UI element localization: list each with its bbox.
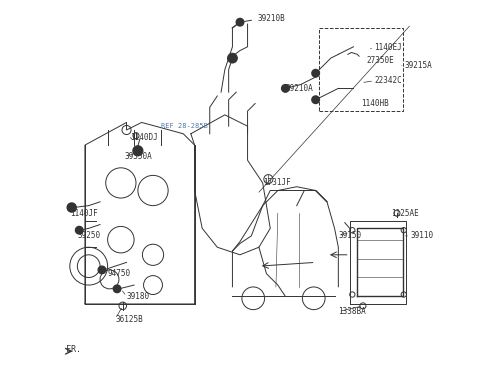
Text: 1731JF: 1731JF	[263, 178, 290, 187]
Circle shape	[236, 18, 244, 26]
Text: 39210A: 39210A	[286, 84, 313, 93]
Text: 39250: 39250	[77, 231, 100, 240]
Text: 39180: 39180	[127, 292, 150, 301]
Text: 39350A: 39350A	[125, 152, 152, 161]
Text: 39110: 39110	[410, 231, 433, 240]
Circle shape	[282, 85, 289, 92]
Text: 1140JF: 1140JF	[70, 209, 97, 218]
Text: 1338BA: 1338BA	[338, 307, 366, 316]
Text: 1140DJ: 1140DJ	[130, 133, 158, 142]
Circle shape	[133, 146, 143, 156]
Text: 1140EJ: 1140EJ	[374, 43, 402, 52]
Text: 1140HB: 1140HB	[361, 99, 389, 108]
Circle shape	[98, 266, 106, 274]
Text: 94750: 94750	[108, 269, 131, 278]
Text: FR.: FR.	[66, 345, 81, 354]
Text: 36125B: 36125B	[115, 315, 143, 323]
Text: 27350E: 27350E	[367, 56, 395, 64]
Circle shape	[67, 203, 76, 212]
Circle shape	[228, 53, 237, 63]
Text: 22342C: 22342C	[374, 76, 402, 85]
Circle shape	[312, 69, 319, 77]
Circle shape	[113, 285, 121, 293]
Text: 1125AE: 1125AE	[391, 209, 419, 218]
Text: 39215A: 39215A	[405, 61, 432, 70]
Text: 39210B: 39210B	[257, 14, 285, 23]
Text: 39150: 39150	[338, 231, 361, 240]
Circle shape	[312, 96, 319, 104]
Circle shape	[75, 226, 83, 234]
Text: REF 28-285B: REF 28-285B	[161, 123, 207, 129]
